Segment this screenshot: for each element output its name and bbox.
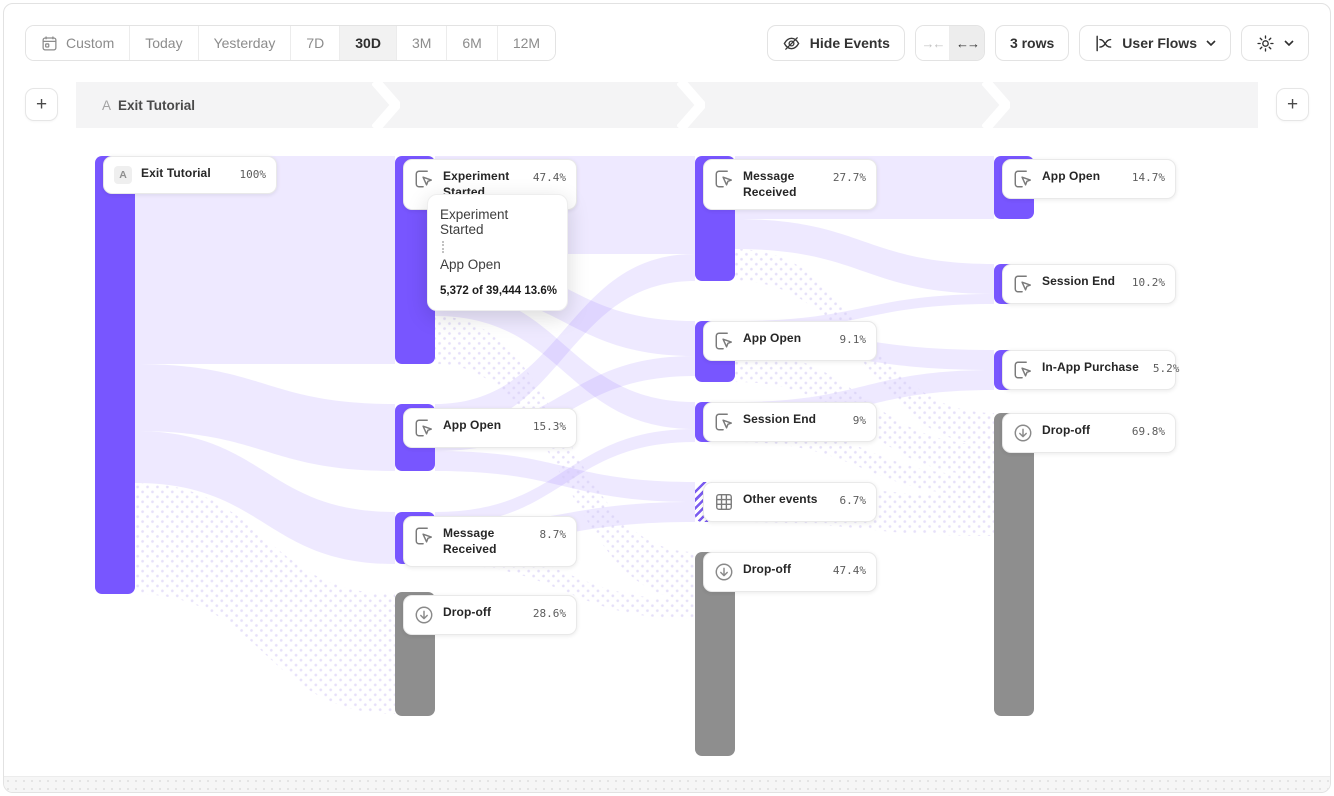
- tooltip-from-event: Experiment Started: [440, 207, 509, 237]
- node-card-session-end-3[interactable]: Session End 9%: [703, 402, 877, 442]
- date-preset-6m[interactable]: 6M: [447, 26, 498, 60]
- date-preset-3m[interactable]: 3M: [396, 26, 448, 60]
- node-card-dropoff-3[interactable]: Drop-off 47.4%: [703, 552, 877, 592]
- flow-width-toggle: →← ←→: [914, 25, 985, 61]
- node-card-message-received-2[interactable]: Message Received 8.7%: [403, 516, 577, 568]
- collapse-arrows-icon: →←: [921, 35, 945, 51]
- user-flows-chart-icon: [1096, 35, 1112, 51]
- date-preset-7d[interactable]: 7D: [291, 26, 341, 60]
- hide-events-button[interactable]: Hide Events: [766, 25, 905, 61]
- date-preset-12m[interactable]: 12M: [497, 26, 556, 60]
- event-cursor-icon: [415, 170, 432, 188]
- settings-button[interactable]: [1241, 25, 1309, 61]
- calendar-icon: [42, 36, 57, 51]
- node-card-exit-tutorial[interactable]: A Exit Tutorial 100%: [103, 156, 277, 194]
- node-card-dropoff-4[interactable]: Drop-off 69.8%: [1002, 413, 1176, 453]
- date-preset-custom[interactable]: Custom: [26, 26, 131, 60]
- node-card-app-open-4[interactable]: App Open 14.7%: [1002, 159, 1176, 199]
- app-frame: Custom Today Yesterday 7D 30D 3M 6M 12M …: [3, 3, 1331, 793]
- step-letter: A: [102, 97, 112, 113]
- node-card-dropoff-2[interactable]: Drop-off 28.6%: [403, 595, 577, 635]
- link-tooltip: Experiment Started App Open 5,372 of 39,…: [427, 194, 568, 311]
- grid-icon: [716, 494, 732, 510]
- toolbar: Custom Today Yesterday 7D 30D 3M 6M 12M …: [25, 25, 1309, 61]
- node-card-app-open-3[interactable]: App Open 9.1%: [703, 321, 877, 361]
- event-cursor-icon: [715, 170, 732, 188]
- tooltip-connector-dots: [442, 241, 444, 253]
- expand-columns-button[interactable]: ←→: [949, 26, 984, 60]
- plus-icon: +: [35, 93, 48, 115]
- step-chevron-icon: [372, 82, 400, 128]
- chevron-down-icon: [1284, 40, 1294, 46]
- chevron-down-icon: [1206, 40, 1216, 46]
- node-bar-dropoff-4[interactable]: [994, 413, 1034, 716]
- node-card-app-open-2[interactable]: App Open 15.3%: [403, 408, 577, 448]
- view-selector-button[interactable]: User Flows: [1079, 25, 1231, 61]
- step-chevron-icon: [982, 82, 1010, 128]
- gear-icon: [1257, 34, 1274, 52]
- tooltip-to-event: App Open: [440, 257, 501, 272]
- horizontal-scrollbar-track[interactable]: [4, 776, 1330, 792]
- tooltip-conversion-stat: 5,372 of 39,444 13.6%: [440, 285, 557, 297]
- date-preset-today[interactable]: Today: [130, 26, 199, 60]
- event-cursor-icon: [715, 332, 732, 350]
- node-card-session-end-4[interactable]: Session End 10.2%: [1002, 264, 1176, 304]
- step-letter-badge: A: [114, 166, 132, 184]
- event-cursor-icon: [1014, 170, 1031, 188]
- event-cursor-icon: [1014, 361, 1031, 379]
- toolbar-right: Hide Events →← ←→ 3 rows User Flows: [766, 25, 1309, 61]
- add-step-after-button[interactable]: +: [1276, 88, 1309, 121]
- event-cursor-icon: [1014, 275, 1031, 293]
- step-header-bar[interactable]: A Exit Tutorial: [76, 82, 1258, 128]
- step-name: Exit Tutorial: [118, 97, 196, 113]
- sankey-ribbons: [135, 156, 994, 714]
- date-preset-label: Custom: [66, 35, 115, 51]
- dropoff-arrow-icon: [1014, 424, 1032, 442]
- date-preset-30d[interactable]: 30D: [340, 26, 397, 60]
- expand-arrows-icon: ←→: [955, 35, 980, 51]
- node-card-other-events-3[interactable]: Other events 6.7%: [703, 482, 877, 522]
- event-cursor-icon: [715, 413, 732, 431]
- plus-icon: +: [1286, 93, 1299, 115]
- date-range-picker: Custom Today Yesterday 7D 30D 3M 6M 12M: [25, 25, 557, 61]
- add-step-before-button[interactable]: +: [25, 88, 58, 121]
- node-card-in-app-purchase-4[interactable]: In-App Purchase 5.2%: [1002, 350, 1179, 390]
- event-cursor-icon: [415, 419, 432, 437]
- step-a-label: A Exit Tutorial: [102, 98, 195, 113]
- date-preset-yesterday[interactable]: Yesterday: [198, 26, 292, 60]
- node-bar-exit-tutorial[interactable]: [95, 156, 135, 594]
- step-chevron-icon: [677, 82, 705, 128]
- dropoff-arrow-icon: [415, 606, 433, 624]
- event-cursor-icon: [415, 527, 432, 545]
- dropoff-arrow-icon: [715, 563, 733, 581]
- node-card-message-received-3[interactable]: Message Received 27.7%: [703, 159, 877, 211]
- collapse-columns-button[interactable]: →←: [915, 26, 950, 60]
- eye-off-icon: [783, 36, 800, 50]
- rows-button[interactable]: 3 rows: [994, 25, 1070, 61]
